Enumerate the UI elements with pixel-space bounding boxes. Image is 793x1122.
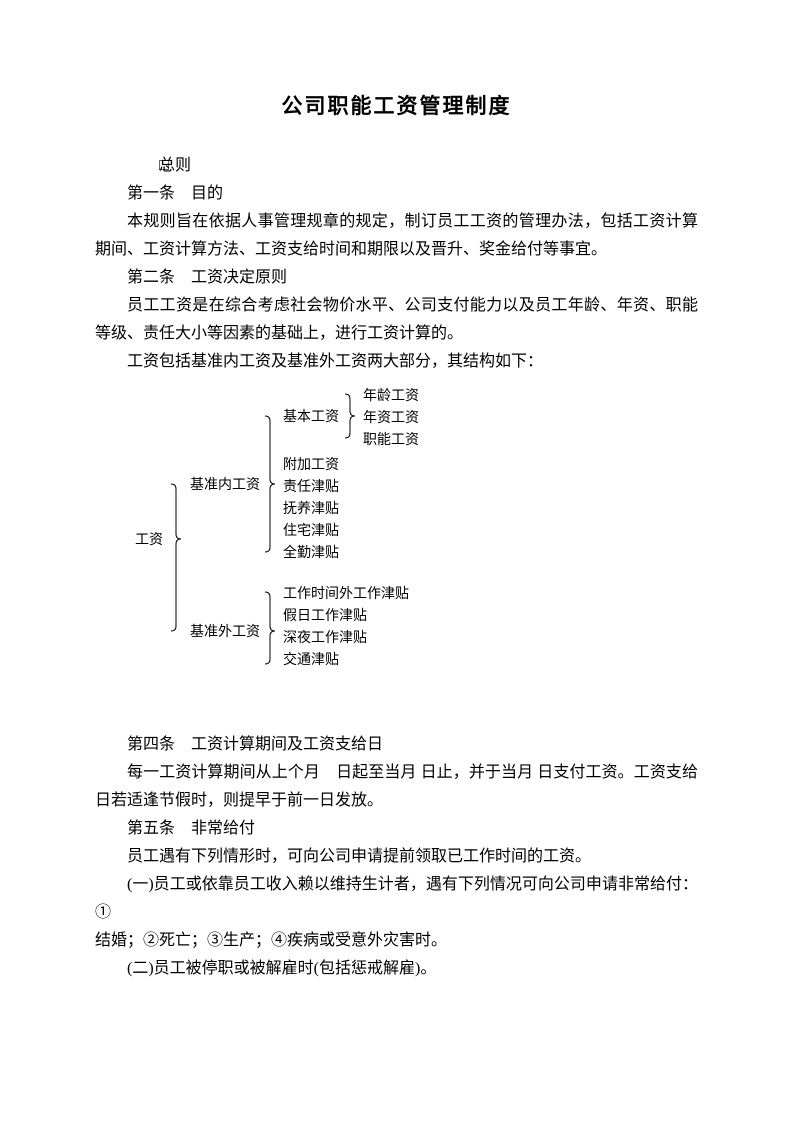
- tree-b1-c1: 附加工资: [283, 457, 339, 473]
- section-marker-line: □ 总则: [95, 152, 698, 180]
- tree-b2-c3: 交通津贴: [283, 651, 339, 668]
- tree-branch-1-label: 基准内工资: [190, 476, 260, 493]
- article-2-p1: 员工工资是在综合考虑社会物价水平、公司支付能力以及员工年龄、年资、职能等级、责任…: [95, 292, 698, 348]
- tree-b2-c0: 工作时间外工作津贴: [283, 586, 409, 602]
- section-heading: 总则: [159, 157, 191, 174]
- article-4-heading: 第四条 工资计算期间及工资支给日: [95, 731, 698, 759]
- page: 公司职能工资管理制度 □ 总则 第一条 目的 本规则旨在依据人事管理规章的规定，…: [0, 0, 793, 1122]
- article-5-p3: (二)员工被停职或被解雇时(包括惩戒解雇)。: [95, 955, 698, 983]
- tree-root-label: 工资: [135, 532, 163, 548]
- bracket-basic-salary: [345, 394, 355, 438]
- tree-leaf-age: 年龄工资: [363, 388, 419, 404]
- square-marker: □: [127, 152, 143, 180]
- salary-structure-tree: 工资 基准内工资 基本工资 年龄工资 年资工资 职能工资 附加工资 责任津贴 抚…: [135, 386, 698, 686]
- tree-leaf-seniority: 年资工资: [363, 410, 419, 426]
- document-title: 公司职能工资管理制度: [95, 90, 698, 120]
- tree-b1-c4: 住宅津贴: [283, 523, 339, 539]
- article-4-body: 每一工资计算期间从上个月 日起至当月 日止，并于当月 日支付工资。工资支给日若适…: [95, 759, 698, 815]
- bracket-root: [171, 484, 181, 631]
- tree-b2-c2: 深夜工作津贴: [283, 630, 367, 646]
- article-2-p2: 工资包括基准内工资及基准外工资两大部分，其结构如下：: [95, 348, 698, 376]
- tree-branch-2-label: 基准外工资: [190, 623, 260, 640]
- bracket-branch-2: [265, 592, 275, 664]
- article-5-p1: 员工遇有下列情形时，可向公司申请提前领取已工作时间的工资。: [95, 843, 698, 871]
- article-5-p2b: 结婚；②死亡；③生产；④疾病或受意外灾害时。: [95, 927, 698, 955]
- article-1-heading: 第一条 目的: [95, 180, 698, 208]
- tree-b1-c0-label: 基本工资: [283, 408, 339, 425]
- tree-svg: 工资 基准内工资 基本工资 年龄工资 年资工资 职能工资 附加工资 责任津贴 抚…: [135, 386, 555, 686]
- tree-b1-c2: 责任津贴: [283, 479, 339, 495]
- bracket-branch-1: [265, 416, 275, 552]
- article-5-heading: 第五条 非常给付: [95, 815, 698, 843]
- tree-b2-c1: 假日工作津贴: [283, 608, 367, 624]
- article-5-p2a: (一)员工或依靠员工收入赖以维持生计者，遇有下列情况可向公司申请非常给付：①: [95, 871, 698, 927]
- tree-leaf-function: 职能工资: [363, 432, 419, 448]
- article-2-heading: 第二条 工资决定原则: [95, 264, 698, 292]
- tree-b1-c3: 抚养津贴: [283, 501, 339, 517]
- article-1-body: 本规则旨在依据人事管理规章的规定，制订员工工资的管理办法，包括工资计算期间、工资…: [95, 208, 698, 264]
- tree-b1-c5: 全勤津贴: [283, 544, 339, 561]
